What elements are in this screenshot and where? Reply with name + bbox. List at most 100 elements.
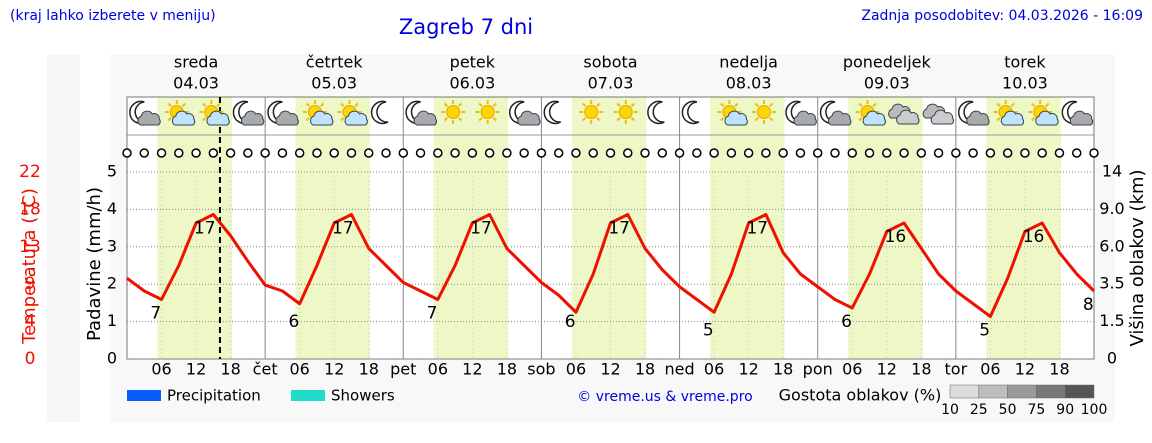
day-date: 04.03 [173, 74, 219, 93]
sun-ray [340, 102, 345, 108]
cloud-legend-title: Gostota oblakov (%) [779, 386, 942, 405]
x-tick-label: 06 [980, 360, 1000, 379]
x-tick-label: ned [665, 360, 695, 379]
x-tick-label: 06 [289, 360, 309, 379]
temperature-label: 17 [608, 219, 630, 239]
wind-marker [812, 148, 823, 158]
weather-icon [957, 100, 990, 126]
wind-marker [605, 148, 616, 158]
weather-icon [509, 100, 541, 126]
moon [543, 100, 562, 125]
wind-marker [951, 148, 961, 158]
wind-marker [899, 148, 909, 158]
left-panel [47, 55, 80, 422]
cloud-legend-swatch [1036, 384, 1066, 399]
cloud-legend-swatch [1007, 384, 1037, 399]
x-tick-label: 06 [428, 360, 448, 379]
weather-icon [922, 103, 955, 125]
sun-ray [754, 102, 759, 108]
y-tick-label: 0 [107, 349, 117, 368]
temperature-label: 17 [194, 219, 216, 239]
weather-icon [681, 100, 700, 125]
sun-ray [181, 102, 186, 108]
wind-marker [1071, 148, 1082, 158]
day-date: 09.03 [864, 74, 910, 93]
y-axis-title: Padavine (mm/h) [84, 187, 105, 341]
wind-marker [329, 148, 339, 158]
wind-marker [1002, 148, 1013, 158]
x-tick-label: 12 [877, 360, 897, 379]
wind-marker [346, 148, 357, 158]
sun-ray [630, 102, 635, 108]
wind-marker [847, 148, 857, 158]
moon [370, 100, 389, 125]
cloud-legend-label: 100 [1081, 402, 1108, 418]
wind-marker [381, 148, 391, 158]
wind-marker [364, 148, 374, 158]
weather-icon [613, 100, 638, 124]
wind-marker [1037, 148, 1047, 158]
cloud [275, 110, 299, 126]
wind-marker [657, 148, 668, 158]
x-tick-label: čet [253, 360, 278, 379]
cloud [240, 110, 265, 126]
sun-ray [492, 116, 497, 122]
weather-icon [267, 100, 299, 126]
legend-label: Showers [331, 387, 395, 405]
weather-icon [475, 100, 500, 124]
y2-tick-label: 3.5 [1099, 274, 1124, 293]
wind-marker [433, 148, 443, 158]
x-tick-label: 18 [635, 360, 655, 379]
cloud [517, 110, 541, 126]
note: (kraj lahko izberete v meniju) [10, 8, 216, 24]
sun-ray [582, 116, 587, 122]
sun [756, 105, 771, 119]
day-name: četrtek [306, 53, 364, 72]
wind-marker [536, 148, 547, 158]
wind-marker [174, 148, 184, 158]
sun-ray [167, 116, 172, 122]
cloud [137, 110, 161, 126]
legend-swatch [127, 390, 161, 401]
weather-icon [129, 100, 161, 126]
temperature-axis-title: Temperatura (°C) [19, 188, 40, 345]
cloud [793, 110, 817, 126]
wind-marker [985, 148, 996, 158]
x-tick-label: 06 [151, 360, 171, 379]
x-tick-label: 18 [220, 360, 240, 379]
sun-ray [354, 102, 359, 108]
daylight-band [986, 97, 1061, 359]
day-date: 07.03 [588, 74, 634, 93]
sun-ray [443, 102, 449, 108]
weather-icon [579, 100, 604, 124]
temperature-label: 17 [332, 219, 354, 239]
wind-marker [122, 148, 132, 158]
sun-ray [492, 102, 497, 108]
moon [681, 100, 700, 125]
wind-marker [692, 148, 702, 158]
sun-ray [458, 102, 463, 108]
y2-tick-label: 9.0 [1099, 199, 1124, 218]
wind-marker [260, 148, 270, 158]
wind-marker [450, 148, 460, 158]
sun-ray [754, 116, 759, 122]
x-tick-label: pon [803, 360, 833, 379]
wind-marker [191, 148, 201, 158]
wind-marker [467, 148, 478, 158]
weather-icon [855, 100, 886, 126]
cloud-legend-label: 25 [970, 402, 988, 418]
chart-title: Zagreb 7 dni [399, 15, 533, 39]
cloud-legend-label: 75 [1027, 402, 1045, 418]
cloud-legend-swatch [978, 384, 1008, 399]
temperature-label: 6 [289, 312, 300, 332]
x-tick-label: sob [527, 360, 555, 379]
wind-marker [761, 148, 771, 158]
day-date: 06.03 [449, 74, 495, 93]
wind-marker [1089, 148, 1099, 158]
weather-icon [1028, 100, 1059, 126]
weather-icon [647, 100, 665, 125]
x-tick-label: 18 [359, 360, 379, 379]
temperature-label: 7 [427, 304, 438, 324]
wind-marker [778, 148, 788, 158]
